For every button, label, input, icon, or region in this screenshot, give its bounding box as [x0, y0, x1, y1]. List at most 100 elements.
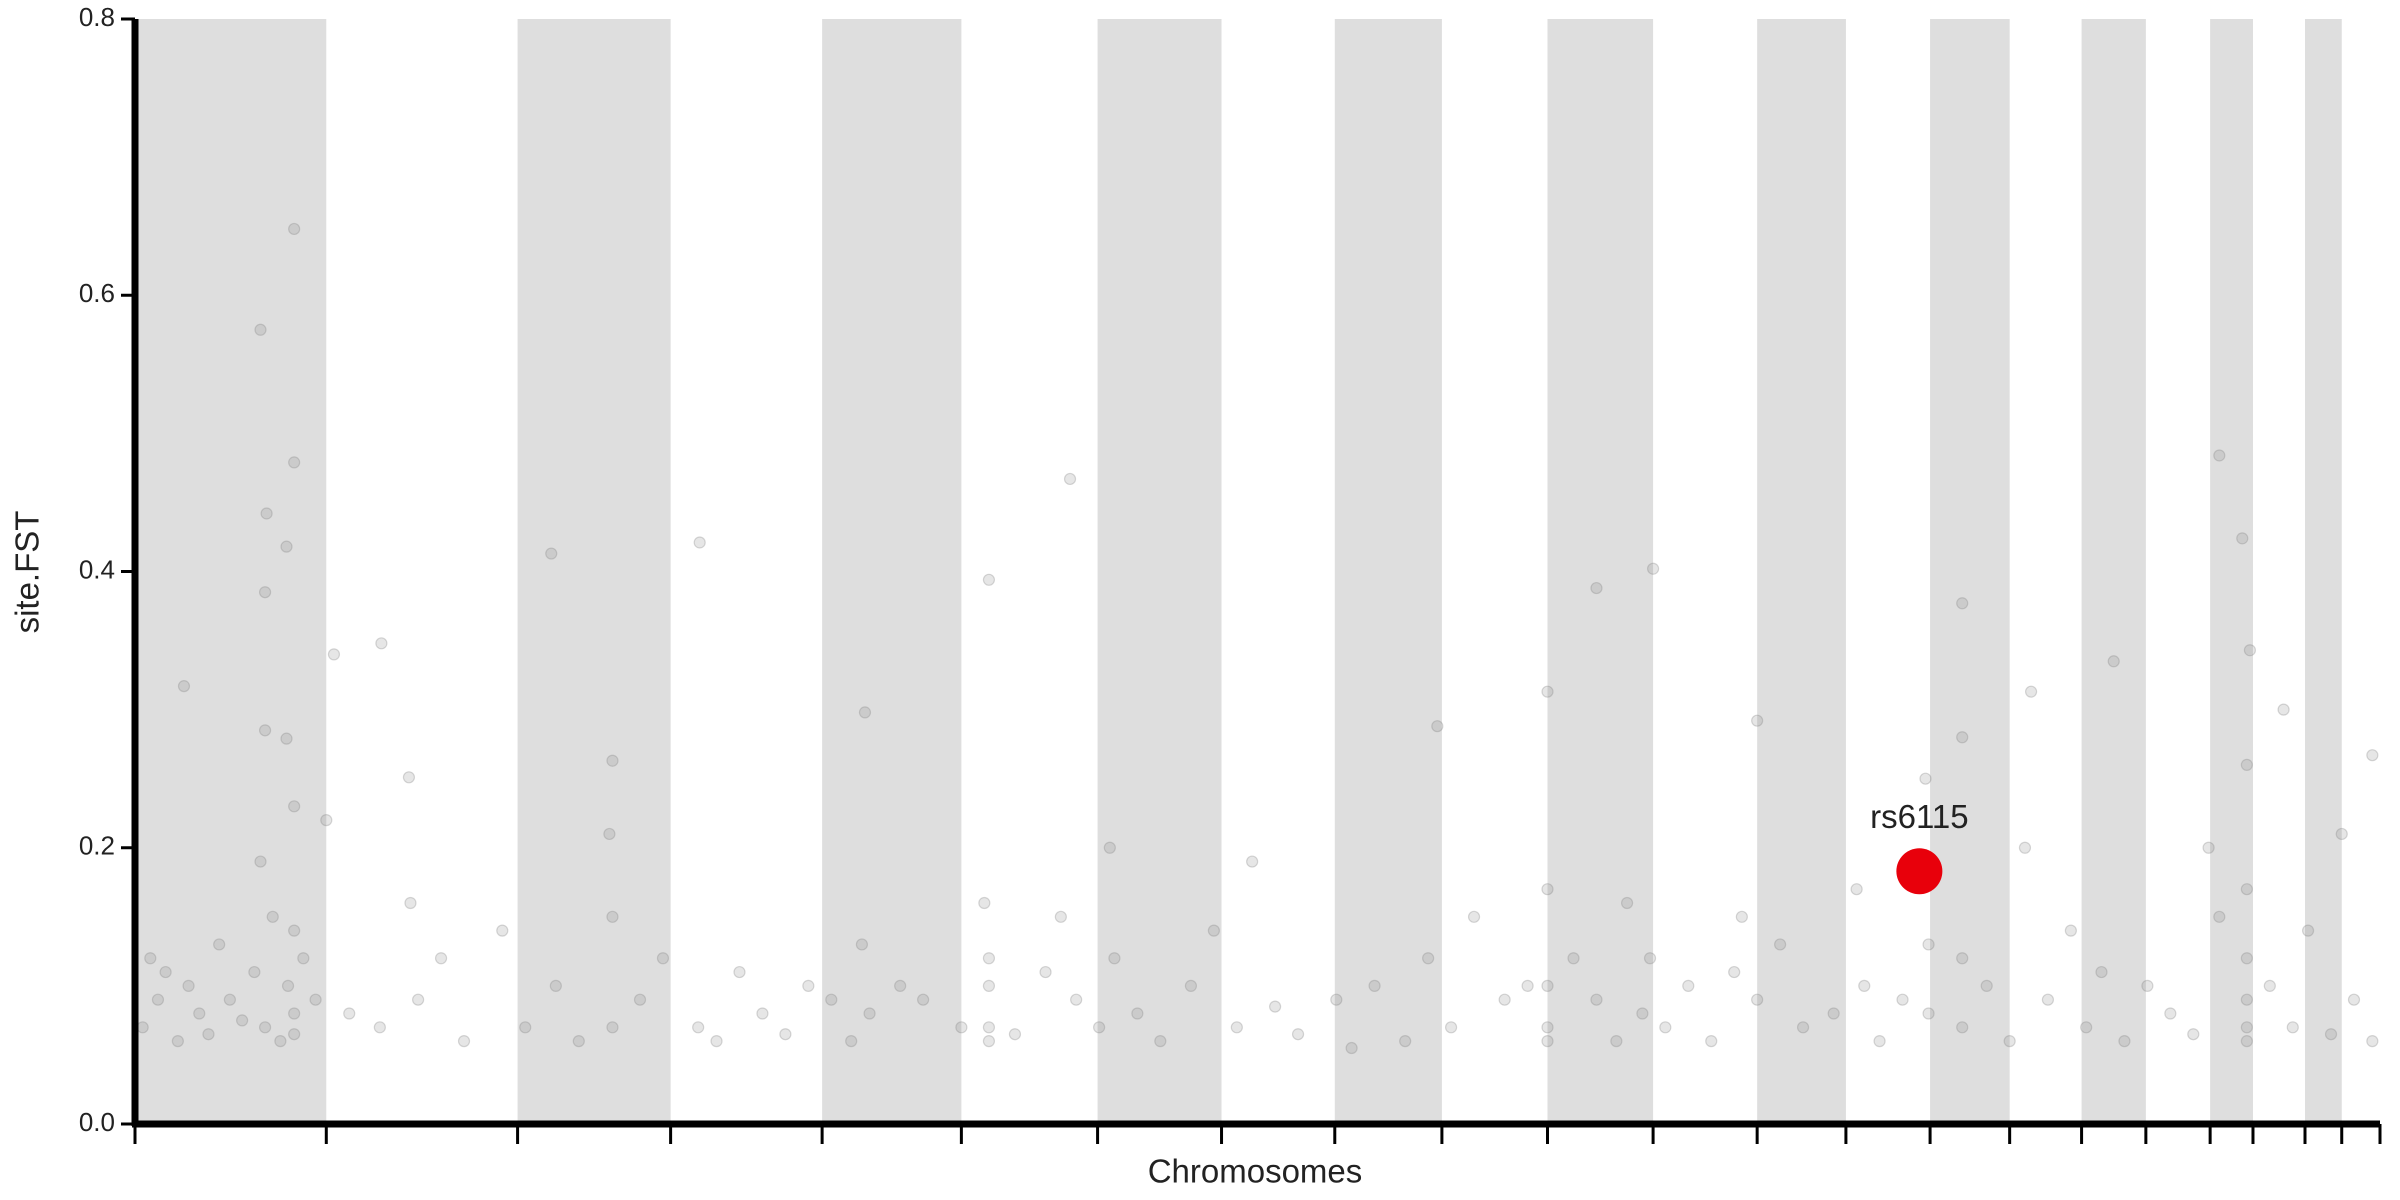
data-point [258, 586, 272, 599]
data-point [1919, 772, 1932, 785]
data-point [1498, 993, 1511, 1006]
data-point [1850, 883, 1863, 896]
data-point [855, 938, 869, 951]
data-point [280, 732, 293, 745]
data-point [281, 979, 295, 992]
data-point [1108, 952, 1121, 965]
data-point [693, 536, 706, 549]
data-point [320, 814, 333, 827]
data-point [2243, 644, 2257, 657]
data-point [1093, 1021, 1106, 1034]
data-point [894, 979, 907, 992]
data-point [982, 952, 996, 965]
data-point [375, 637, 388, 650]
chromosome-band [1930, 19, 2010, 1124]
data-point [2236, 532, 2249, 545]
data-point [254, 855, 267, 868]
data-point [288, 800, 301, 813]
data-point [1980, 979, 1993, 992]
data-point [412, 993, 425, 1006]
data-point [258, 1021, 272, 1034]
data-point [434, 952, 448, 965]
data-point [710, 1035, 723, 1048]
data-point [825, 993, 838, 1006]
data-point [1368, 979, 1381, 992]
data-point [1207, 924, 1220, 937]
data-point [982, 1035, 996, 1048]
data-point [280, 540, 293, 553]
data-point [1444, 1021, 1458, 1034]
data-point [2095, 965, 2108, 979]
y-tick-label: 0.8 [79, 2, 115, 32]
data-point [1774, 938, 1787, 951]
data-point [1131, 1007, 1144, 1020]
data-point [1008, 1028, 1022, 1041]
y-tick-label: 0.6 [79, 278, 115, 308]
chromosome-band [822, 19, 962, 1124]
data-point [2187, 1028, 2200, 1041]
chromosome-band [517, 19, 671, 1124]
data-point [2141, 979, 2154, 992]
data-point [545, 547, 558, 560]
data-point [572, 1035, 585, 1048]
data-point [171, 1035, 184, 1048]
data-point [2347, 993, 2361, 1006]
data-point [1467, 910, 1481, 923]
data-point [258, 724, 272, 737]
data-point [1541, 883, 1554, 896]
data-point [1620, 896, 1634, 910]
chromosome-band [1547, 19, 1654, 1124]
highlight-point [1896, 848, 1943, 895]
data-point [1399, 1035, 1412, 1048]
data-point [274, 1035, 287, 1048]
data-point [2118, 1035, 2131, 1048]
data-point [1922, 938, 1935, 951]
data-point [2240, 993, 2253, 1006]
data-point [2277, 703, 2290, 716]
data-point [2240, 758, 2253, 771]
data-point [2366, 749, 2379, 762]
data-point [1610, 1035, 1623, 1048]
y-axis-label: site.FST [9, 511, 46, 634]
data-point [917, 993, 930, 1006]
data-point [1796, 1021, 1810, 1034]
data-point [457, 1035, 471, 1048]
data-point [549, 979, 562, 992]
data-point [845, 1035, 858, 1048]
data-point [1330, 993, 1343, 1006]
data-point [1246, 855, 1259, 868]
data-point [606, 910, 619, 923]
data-point [2107, 655, 2120, 668]
data-point [136, 1021, 149, 1034]
data-point [1103, 841, 1116, 854]
data-point [151, 993, 165, 1006]
data-point [1063, 472, 1077, 486]
data-point [1521, 979, 1534, 992]
data-point [1735, 910, 1748, 923]
data-point [1230, 1021, 1243, 1034]
data-point [1268, 1000, 1282, 1013]
data-point [2080, 1021, 2093, 1034]
data-point [1541, 685, 1554, 698]
data-point [863, 1007, 876, 1020]
data-point [288, 1028, 301, 1041]
data-point [2213, 910, 2226, 923]
data-point [1646, 562, 1660, 575]
data-point [260, 507, 273, 520]
chromosome-band [1757, 19, 1846, 1124]
data-point [1070, 993, 1083, 1006]
data-point [159, 965, 172, 979]
data-point [779, 1028, 792, 1041]
data-point [2064, 924, 2077, 937]
data-point [1751, 993, 1764, 1006]
data-point [254, 323, 267, 336]
data-point [982, 573, 996, 586]
data-point [1431, 720, 1444, 733]
data-point [756, 1007, 769, 1020]
data-point [1643, 952, 1657, 965]
data-point [2324, 1028, 2338, 1041]
data-point [202, 1028, 215, 1041]
data-point [177, 680, 191, 693]
